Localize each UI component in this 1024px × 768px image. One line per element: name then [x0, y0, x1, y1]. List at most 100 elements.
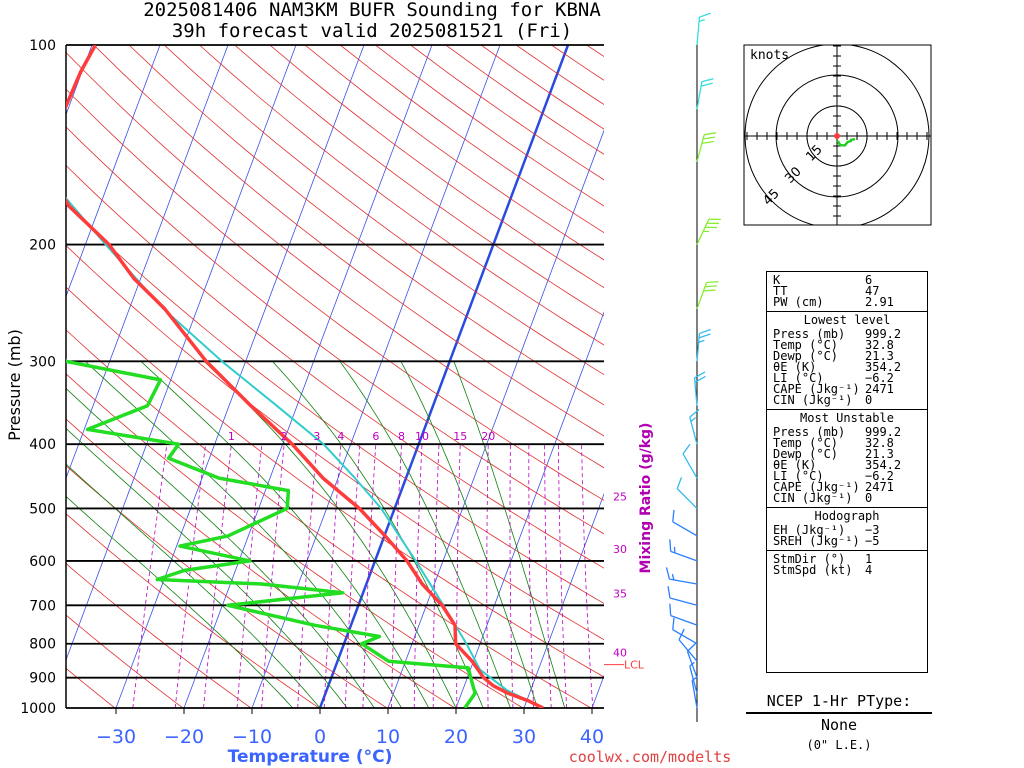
index-value: 21.3 [865, 349, 894, 363]
index-value: 4 [865, 563, 873, 577]
sounding-traces [66, 45, 544, 708]
y-axis-label: Pressure (mb) [5, 329, 24, 441]
index-name: LI (°C) [773, 371, 824, 385]
index-row: Dewp (°C) 21.3 [773, 349, 921, 363]
dry-adiabat [66, 244, 604, 641]
pressure-tick-label: 600 [29, 554, 56, 570]
dry-adiabat [66, 88, 604, 501]
wind-barb-flag [672, 509, 675, 522]
wind-barb-flag [689, 409, 700, 418]
wind-barb-column [665, 12, 721, 722]
wind-barb [667, 586, 698, 606]
index-row: LI (°C) −6.2 [773, 469, 921, 483]
dry-adiabat [445, 45, 604, 155]
index-name: LI (°C) [773, 469, 824, 483]
wind-barb-flag [703, 289, 716, 292]
pressure-tick-label: 500 [29, 501, 56, 517]
temperature-tick-label: 20 [444, 726, 468, 748]
wind-barb-flag [698, 333, 711, 339]
index-row: TT 47 [773, 284, 921, 298]
wind-barb [676, 477, 698, 509]
wind-barb-flag [701, 140, 714, 144]
dry-adiabat [66, 418, 456, 708]
wind-barb-staff [689, 666, 698, 694]
index-name: EH (Jkg⁻¹) [773, 523, 846, 537]
moist-adiabat [203, 361, 457, 708]
pressure-tick-label: 300 [29, 354, 56, 370]
wind-barb-staff [696, 333, 701, 362]
lcl-label: LCL [624, 659, 645, 672]
dry-adiabat [66, 329, 592, 708]
wind-barb-staff [670, 614, 698, 626]
mixing-ratio-label: 40 [613, 647, 627, 660]
dry-adiabat [66, 513, 320, 708]
index-name: PW (cm) [773, 295, 824, 309]
mixing-ratio-label: 3 [313, 430, 320, 443]
mixing-ratio-label: 4 [337, 430, 344, 443]
wind-barb [696, 78, 714, 110]
dry-adiabat [410, 45, 604, 181]
index-row: LI (°C) −6.2 [773, 371, 921, 385]
index-value: 999.2 [865, 327, 902, 341]
wind-barb-flag [665, 567, 671, 580]
isotherm [183, 45, 433, 708]
wind-barb-staff [682, 453, 698, 479]
storm-motion-section: StmDir (°) 1 StmSpd (kt) 4 [767, 550, 927, 579]
index-name: Press (mb) [773, 425, 846, 439]
index-value: 0 [865, 393, 873, 407]
temperature-tick-label: 30 [512, 726, 536, 748]
temperature-tick-label: −30 [96, 726, 136, 748]
mixing-ratio-label: 2 [281, 430, 288, 443]
section-heading: Hodograph [814, 509, 880, 523]
wind-barb [696, 12, 711, 46]
wind-barb-staff [672, 629, 698, 645]
temperature-trace [66, 45, 544, 708]
wind-barb [682, 443, 698, 479]
chart-title: 2025081406 NAM3KM BUFR Sounding for KBNA [143, 0, 601, 21]
dry-adiabat [128, 45, 604, 406]
wind-barb-staff [696, 81, 703, 110]
mixing-ratio-label: 1 [228, 430, 235, 443]
index-row: Temp (°C) 32.8 [773, 437, 921, 449]
mixing-ratio-line [509, 444, 514, 708]
dry-adiabat [66, 465, 388, 708]
wind-barb-flag [704, 285, 718, 288]
wind-barb-flag [669, 539, 672, 552]
index-value: 0 [865, 491, 873, 505]
wind-barb-flag [686, 642, 697, 652]
wind-barb-staff [693, 377, 698, 406]
wind-barb-flag [694, 371, 706, 379]
mixing-ratio-line [297, 444, 318, 708]
index-name: TT [773, 284, 788, 298]
credit-text: coolwx.com/modelts [569, 748, 732, 766]
index-row: Press (mb) 999.2 [773, 425, 921, 439]
wind-barb [665, 567, 698, 585]
index-row: θE (K) 354.2 [773, 459, 921, 471]
wind-barb-flag [698, 18, 705, 23]
moist-adiabat [140, 361, 430, 708]
mixing-ratio-label: 35 [613, 587, 627, 600]
chart-subtitle: 39h forecast valid 2025081521 (Fri) [172, 20, 572, 42]
index-value: −6.2 [865, 371, 894, 385]
wind-barb-staff [676, 488, 698, 509]
moist-adiabat [85, 361, 402, 708]
index-name: StmDir (°) [773, 552, 846, 566]
wind-barb-flag [699, 328, 711, 335]
wind-barb-flag [682, 443, 691, 455]
wind-barb-staff [669, 597, 698, 606]
lowest-level-section: Lowest level Press (mb) 999.2 Temp (°C) 32… [767, 311, 927, 409]
mixing-ratio-line [344, 444, 361, 708]
pressure-gridlines [65, 44, 604, 709]
mixing-ratio-line [558, 444, 568, 708]
index-row: Temp (°C) 32.8 [773, 339, 921, 351]
temperature-tick-label: −10 [232, 726, 272, 748]
index-row: CIN (Jkg⁻¹) 0 [773, 491, 921, 505]
wind-barb-staff [672, 521, 698, 537]
section-heading: Lowest level [803, 313, 891, 327]
index-value: 2471 [865, 382, 894, 396]
mixing-ratio-label: 10 [415, 430, 429, 443]
